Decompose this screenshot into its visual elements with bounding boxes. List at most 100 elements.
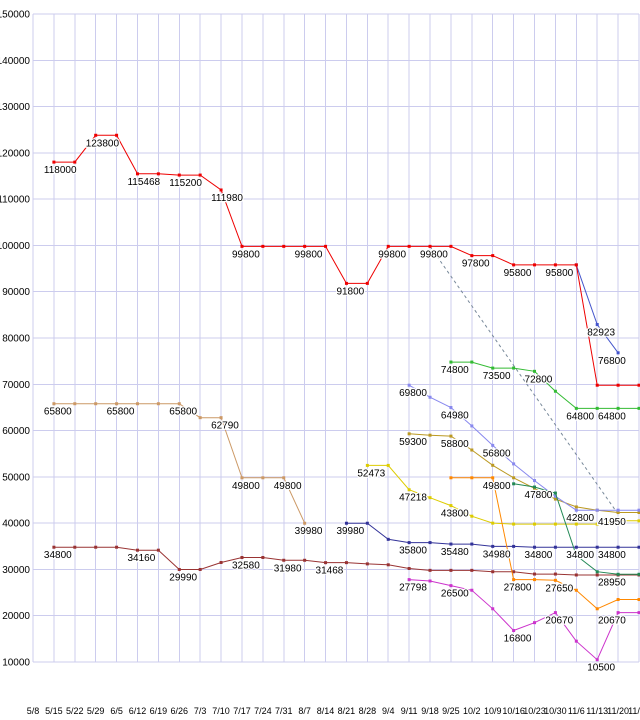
x-axis-tick-label: 6/5 xyxy=(110,706,123,716)
data-point-marker xyxy=(533,263,537,267)
data-point-marker xyxy=(574,508,578,512)
y-axis-tick-label: 100000 xyxy=(0,241,30,252)
data-point-marker xyxy=(637,611,640,615)
series-gray-dashed-line xyxy=(429,246,619,515)
data-point-marker xyxy=(637,510,640,514)
x-axis-labels: 5/8 5/15 5/22 5/29 6/5 6/12 6/19 6/26 7/3 7/10 7/1… xyxy=(27,706,640,716)
series-red-point-labels: 118000 123800 115468 115200 111980 99800 99800… xyxy=(43,137,575,299)
y-axis-tick-label: 130000 xyxy=(0,102,30,113)
point-value-label: 99800 xyxy=(420,249,448,260)
series-navy-point-labels: 39980 35800 35480 34980 34800 34800 34800 xyxy=(335,525,627,562)
data-point-marker xyxy=(449,406,453,410)
data-point-marker xyxy=(595,383,599,387)
data-point-marker xyxy=(52,402,56,406)
y-axis-tick-label: 140000 xyxy=(0,56,30,67)
data-point-marker xyxy=(240,555,244,559)
data-point-marker xyxy=(365,521,369,525)
data-point-marker xyxy=(470,588,474,592)
data-point-marker xyxy=(491,476,495,480)
x-axis-tick-label: 9/4 xyxy=(382,706,395,716)
point-value-label: 115468 xyxy=(127,177,160,188)
data-point-marker xyxy=(449,568,453,572)
data-point-marker xyxy=(512,476,516,480)
point-value-label: 42800 xyxy=(566,513,594,524)
point-value-label: 56800 xyxy=(483,448,511,459)
data-point-marker xyxy=(574,554,578,558)
data-point-marker xyxy=(491,521,495,525)
data-point-marker xyxy=(533,621,537,625)
data-point-marker xyxy=(533,545,537,549)
x-axis-tick-label: 8/14 xyxy=(317,706,335,716)
data-point-marker xyxy=(303,521,307,525)
point-value-label: 99800 xyxy=(378,249,406,260)
data-point-marker xyxy=(533,578,537,582)
x-axis-tick-label: 5/15 xyxy=(45,706,63,716)
data-point-marker xyxy=(553,263,557,267)
data-point-marker xyxy=(261,244,265,248)
y-axis-tick-label: 80000 xyxy=(2,334,30,345)
series-orange-point-labels: 49800 27800 27650 xyxy=(481,480,574,596)
point-value-label: 65800 xyxy=(169,407,197,418)
data-point-marker xyxy=(553,545,557,549)
data-point-marker xyxy=(512,570,516,574)
data-point-marker xyxy=(449,360,453,364)
data-point-marker xyxy=(52,160,56,164)
x-axis-tick-label: 10/30 xyxy=(544,706,567,716)
point-value-label: 34800 xyxy=(44,550,72,561)
data-point-marker xyxy=(303,558,307,562)
point-value-label: 32580 xyxy=(232,560,260,571)
point-value-label: 76800 xyxy=(598,356,626,367)
data-point-marker xyxy=(386,463,390,467)
point-value-label: 95800 xyxy=(504,268,532,279)
data-point-marker xyxy=(616,611,620,615)
x-axis-tick-label: 10/2 xyxy=(463,706,481,716)
data-point-marker xyxy=(491,570,495,574)
data-point-marker xyxy=(491,366,495,370)
data-point-marker xyxy=(595,406,599,410)
point-value-label: 27798 xyxy=(399,583,427,594)
data-point-marker xyxy=(219,560,223,564)
data-point-marker xyxy=(94,545,98,549)
series-periwinkle-point-labels: 69800 64980 56800 42800 xyxy=(398,387,596,525)
data-point-marker xyxy=(512,366,516,370)
data-point-marker xyxy=(198,416,202,420)
data-point-marker xyxy=(115,133,119,137)
data-point-marker xyxy=(574,588,578,592)
data-point-marker xyxy=(303,244,307,248)
y-axis-tick-label: 90000 xyxy=(2,287,30,298)
point-value-label: 26500 xyxy=(441,589,469,600)
data-point-marker xyxy=(574,406,578,410)
series-magenta-line xyxy=(407,578,640,662)
y-axis-tick-label: 10000 xyxy=(2,658,30,669)
data-point-marker xyxy=(553,578,557,582)
point-value-label: 69800 xyxy=(399,388,427,399)
x-axis-tick-label: 7/24 xyxy=(254,706,272,716)
data-point-marker xyxy=(219,416,223,420)
data-point-marker xyxy=(177,567,181,571)
data-point-marker xyxy=(282,244,286,248)
data-point-marker xyxy=(616,510,620,514)
series-tan-line xyxy=(52,402,307,525)
data-point-marker xyxy=(344,521,348,525)
data-point-marker xyxy=(512,544,516,548)
data-point-marker xyxy=(595,545,599,549)
series-green-line xyxy=(449,360,640,410)
data-point-marker xyxy=(470,448,474,452)
data-point-marker xyxy=(470,542,474,546)
data-point-marker xyxy=(428,433,432,437)
series-blue-point-labels: 82923 76800 xyxy=(586,326,628,368)
data-point-marker xyxy=(637,406,640,410)
data-point-marker xyxy=(616,545,620,549)
data-point-marker xyxy=(616,572,620,576)
data-point-marker xyxy=(386,563,390,567)
data-point-marker xyxy=(470,424,474,428)
x-axis-tick-label: 9/25 xyxy=(442,706,460,716)
series-gold-point-labels: 52473 47218 43800 xyxy=(356,467,470,521)
series-periwinkle-line xyxy=(407,383,640,512)
point-value-label: 59300 xyxy=(399,437,427,448)
data-point-marker xyxy=(553,494,557,498)
point-value-label: 10500 xyxy=(587,663,615,674)
data-point-marker xyxy=(553,522,557,526)
point-value-label: 47218 xyxy=(399,493,427,504)
